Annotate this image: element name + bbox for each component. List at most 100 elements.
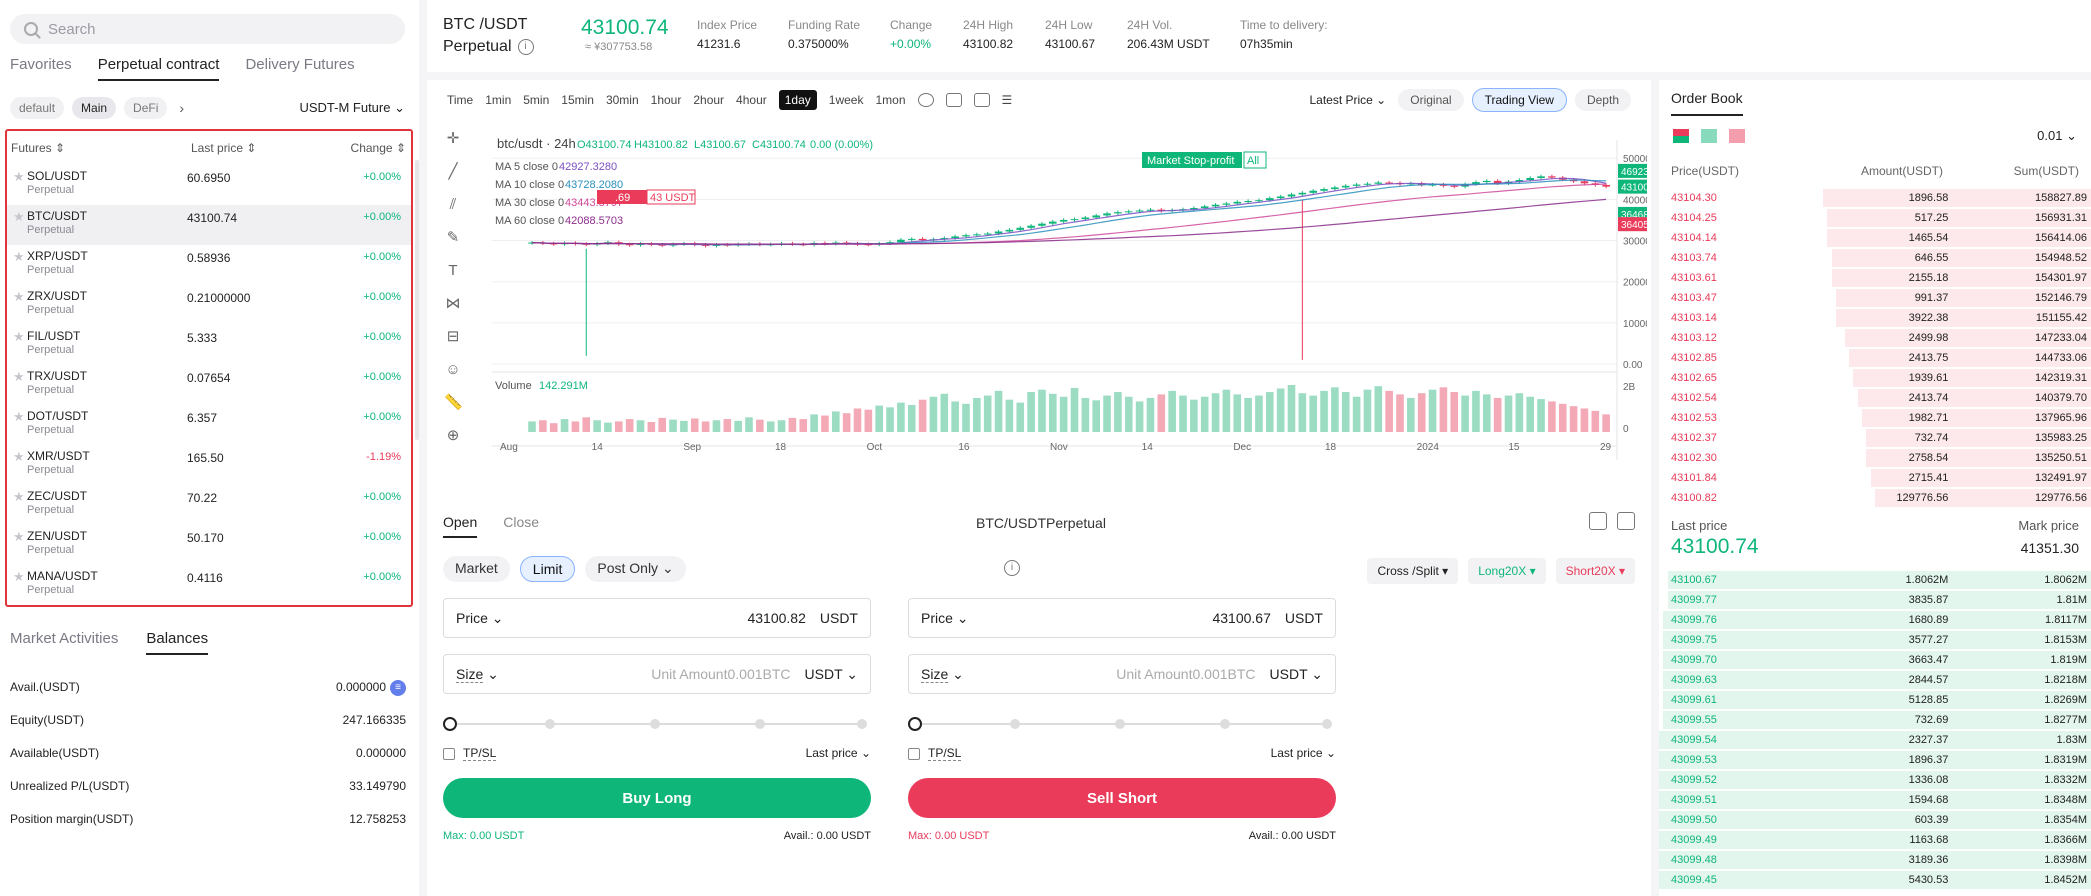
image-icon[interactable]: [945, 93, 962, 107]
slider-knob[interactable]: [908, 717, 922, 731]
header-change[interactable]: Change ⇕: [331, 141, 406, 155]
star-icon[interactable]: ★: [13, 209, 25, 224]
futures-row[interactable]: ★ ZEC/USDT Perpetual 70.22 +0.00%: [7, 485, 411, 525]
buy-slider[interactable]: [443, 714, 871, 734]
bids-view-icon[interactable]: [1701, 129, 1717, 143]
parallel-lines-icon[interactable]: ⫽: [449, 196, 457, 213]
futures-row[interactable]: ★ FIL/USDT Perpetual 5.333 +0.00%: [7, 325, 411, 365]
filter-default[interactable]: default: [10, 97, 65, 119]
tab-perpetual[interactable]: Perpetual contract: [97, 56, 220, 81]
type-market[interactable]: Market: [443, 556, 510, 582]
book-row[interactable]: 43099.75 3577.27 1.8153M: [1659, 630, 2091, 650]
tab-delivery[interactable]: Delivery Futures: [245, 56, 355, 73]
sell-slider[interactable]: [908, 714, 1336, 734]
sell-size-field[interactable]: Size ⌄ Unit Amount0.001BTC USDT ⌄: [908, 654, 1336, 694]
book-row[interactable]: 43099.49 1163.68 1.8366M: [1659, 830, 2091, 850]
book-row[interactable]: 43099.63 2844.57 1.8218M: [1659, 670, 2091, 690]
star-icon[interactable]: ★: [13, 169, 25, 184]
slider-mark[interactable]: [1010, 719, 1020, 729]
star-icon[interactable]: ★: [13, 289, 25, 304]
unit-select[interactable]: USDT ⌄: [1269, 665, 1323, 682]
futures-row[interactable]: ★ ZEN/USDT Perpetual 50.170 +0.00%: [7, 525, 411, 565]
book-row[interactable]: 43101.84 2715.41 132491.97: [1659, 468, 2091, 488]
margin-mode-select[interactable]: Cross /Split ▾: [1367, 558, 1459, 584]
slider-mark[interactable]: [755, 719, 765, 729]
tf-1min[interactable]: 1min: [485, 93, 512, 107]
book-row[interactable]: 43103.47 991.37 152146.79: [1659, 288, 2091, 308]
star-icon[interactable]: ★: [13, 449, 25, 464]
book-row[interactable]: 43103.74 646.55 154948.52: [1659, 248, 2091, 268]
view-depth[interactable]: Depth: [1574, 89, 1631, 111]
header-futures[interactable]: Futures ⇕: [11, 141, 191, 155]
star-icon[interactable]: ★: [13, 569, 25, 584]
book-row[interactable]: 43100.82 129776.56 129776.56: [1659, 488, 2091, 508]
pattern-icon[interactable]: ⋈: [445, 295, 461, 312]
book-row[interactable]: 43099.70 3663.47 1.819M: [1659, 650, 2091, 670]
book-row[interactable]: 43102.85 2413.75 144733.06: [1659, 348, 2091, 368]
slider-mark[interactable]: [1220, 719, 1230, 729]
settings-icon[interactable]: [917, 93, 934, 107]
book-row[interactable]: 43099.45 5430.53 1.8452M: [1659, 870, 2091, 890]
tf-2hour[interactable]: 2hour: [693, 93, 725, 107]
emoji-icon[interactable]: ☺: [445, 361, 461, 378]
futures-row[interactable]: ★ DOT/USDT Perpetual 6.357 +0.00%: [7, 405, 411, 445]
book-row[interactable]: 43102.54 2413.74 140379.70: [1659, 388, 2091, 408]
tf-1mon[interactable]: 1mon: [875, 93, 906, 107]
book-row[interactable]: 43099.76 1680.89 1.8117M: [1659, 610, 2091, 630]
star-icon[interactable]: ★: [13, 249, 25, 264]
both-view-icon[interactable]: [1673, 129, 1689, 143]
header-last-price[interactable]: Last price ⇕: [191, 141, 331, 155]
book-row[interactable]: 43099.53 1896.37 1.8319M: [1659, 750, 2091, 770]
star-icon[interactable]: ★: [13, 529, 25, 544]
tf-5min[interactable]: 5min: [523, 93, 550, 107]
book-row[interactable]: 43100.67 1.8062M 1.8062M: [1659, 570, 2091, 590]
zoom-icon[interactable]: ⊕: [446, 427, 460, 444]
tf-1week[interactable]: 1week: [828, 93, 864, 107]
percent-icon[interactable]: [1617, 512, 1635, 530]
coin-icon[interactable]: ≡: [390, 680, 406, 696]
futures-row[interactable]: ★ MANA/USDT Perpetual 0.4116 +0.00%: [7, 565, 411, 605]
order-book-title[interactable]: Order Book: [1671, 90, 1743, 116]
tf-15min[interactable]: 15min: [561, 93, 594, 107]
slider-mark[interactable]: [1115, 719, 1125, 729]
book-row[interactable]: 43099.54 2327.37 1.83M: [1659, 730, 2091, 750]
slider-mark[interactable]: [650, 719, 660, 729]
precision-select[interactable]: 0.01 ⌄: [2037, 128, 2077, 143]
futures-row[interactable]: ★ XMR/USDT Perpetual 165.50 -1.19%: [7, 445, 411, 485]
tab-open[interactable]: Open: [443, 514, 478, 538]
book-row[interactable]: 43104.30 1896.58 158827.89: [1659, 188, 2091, 208]
star-icon[interactable]: ★: [13, 329, 25, 344]
tpsl-checkbox[interactable]: TP/SL: [908, 746, 962, 761]
book-row[interactable]: 43104.25 517.25 156931.31: [1659, 208, 2091, 228]
tf-time[interactable]: Time: [447, 93, 474, 107]
view-tradingview[interactable]: Trading View: [1471, 88, 1567, 112]
book-row[interactable]: 43102.30 2758.54 135250.51: [1659, 448, 2091, 468]
book-row[interactable]: 43099.61 5128.85 1.8269M: [1659, 690, 2091, 710]
star-icon[interactable]: ★: [13, 409, 25, 424]
book-row[interactable]: 43102.53 1982.71 137965.96: [1659, 408, 2091, 428]
buy-price-field[interactable]: Price ⌄ 43100.82 USDT: [443, 598, 871, 638]
sell-short-button[interactable]: Sell Short: [908, 778, 1336, 818]
type-post-only[interactable]: Post Only ⌄: [585, 556, 686, 582]
asks-view-icon[interactable]: [1729, 129, 1745, 143]
book-row[interactable]: 43102.37 732.74 135983.25: [1659, 428, 2091, 448]
tf-1hour[interactable]: 1hour: [650, 93, 682, 107]
book-row[interactable]: 43099.48 3189.36 1.8398M: [1659, 850, 2091, 870]
futures-row[interactable]: ★ XRP/USDT Perpetual 0.58936 +0.00%: [7, 245, 411, 285]
info-icon[interactable]: i: [517, 38, 534, 55]
futures-row[interactable]: ★ TRX/USDT Perpetual 0.07654 +0.00%: [7, 365, 411, 405]
price-chart[interactable]: 50000.00 40000.00 30000.00 20000.00 10000.00…: [487, 120, 1647, 492]
book-row[interactable]: 43103.14 3922.38 151155.42: [1659, 308, 2091, 328]
fullscreen-icon[interactable]: [973, 93, 990, 107]
trendline-icon[interactable]: ╱: [448, 163, 458, 180]
book-row[interactable]: 43099.77 3835.87 1.81M: [1659, 590, 2091, 610]
futures-row[interactable]: ★ BTC/USDT Perpetual 43100.74 +0.00%: [7, 205, 411, 245]
slider-mark[interactable]: [1322, 719, 1332, 729]
crosshair-icon[interactable]: ✛: [446, 130, 460, 147]
last-price-select[interactable]: Last price ⌄: [805, 746, 871, 760]
book-row[interactable]: 43102.65 1939.61 142319.31: [1659, 368, 2091, 388]
chevron-right-icon[interactable]: ›: [179, 100, 185, 116]
book-row[interactable]: 43104.14 1465.54 156414.06: [1659, 228, 2091, 248]
tab-close[interactable]: Close: [503, 514, 540, 530]
star-icon[interactable]: ★: [13, 489, 25, 504]
